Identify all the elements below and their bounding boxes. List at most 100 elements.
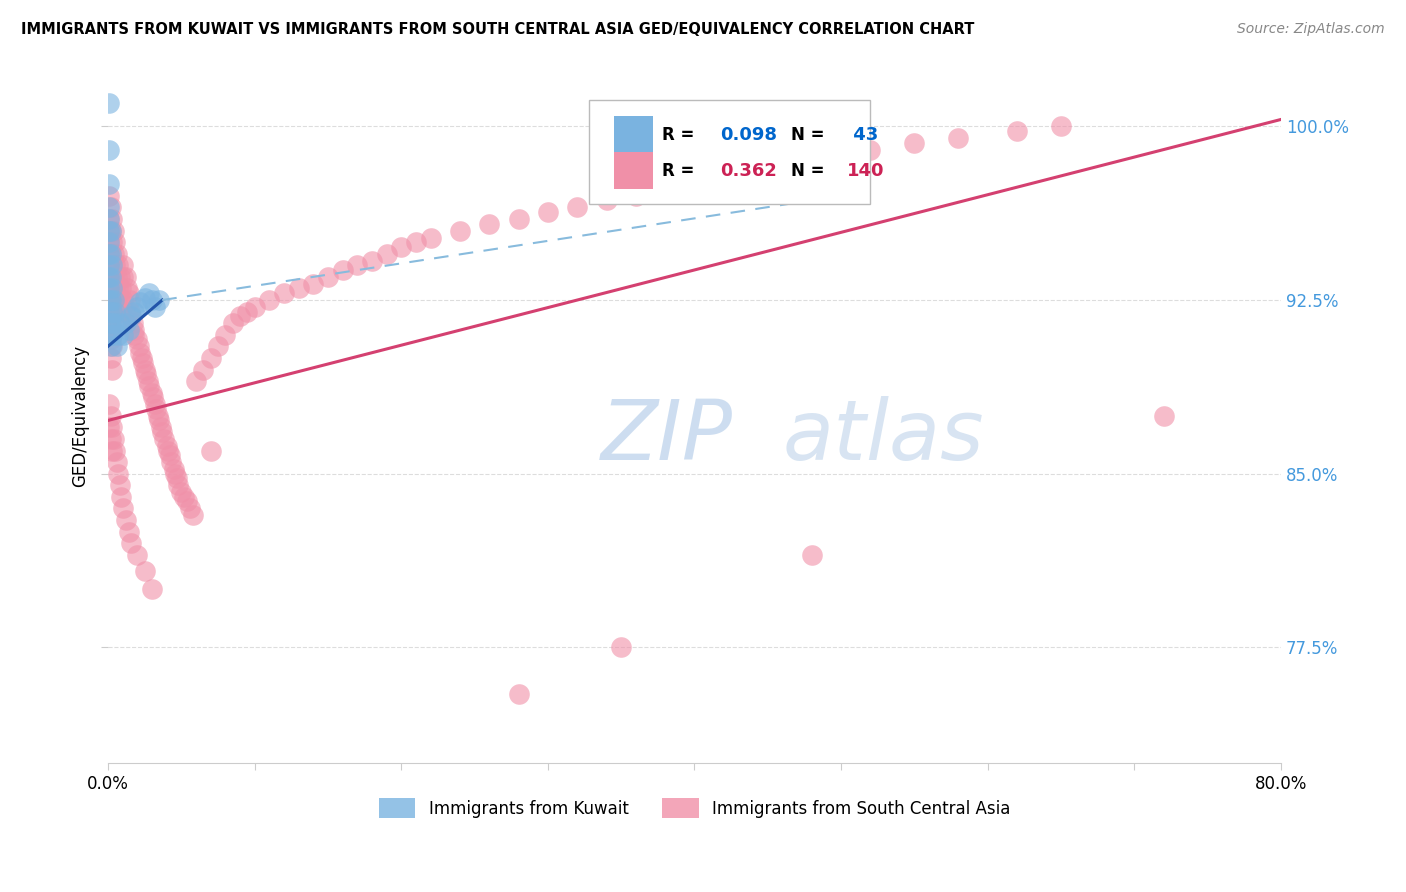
- Point: [146, 409, 169, 423]
- Text: IMMIGRANTS FROM KUWAIT VS IMMIGRANTS FROM SOUTH CENTRAL ASIA GED/EQUIVALENCY COR: IMMIGRANTS FROM KUWAIT VS IMMIGRANTS FRO…: [21, 22, 974, 37]
- Point: [361, 253, 384, 268]
- Point: [948, 131, 970, 145]
- Point: [243, 300, 266, 314]
- Point: [127, 333, 149, 347]
- Point: [110, 490, 132, 504]
- Point: [115, 281, 138, 295]
- Point: [117, 323, 139, 337]
- Point: [508, 212, 530, 227]
- Point: [103, 432, 125, 446]
- Point: [98, 281, 121, 295]
- Point: [163, 462, 186, 476]
- Point: [148, 293, 170, 307]
- Point: [134, 564, 156, 578]
- Point: [1005, 124, 1028, 138]
- Point: [101, 304, 124, 318]
- Point: [107, 304, 129, 318]
- Point: [101, 258, 124, 272]
- Point: [173, 490, 195, 504]
- Point: [138, 378, 160, 392]
- Point: [124, 327, 146, 342]
- Point: [200, 351, 222, 365]
- Point: [98, 235, 121, 249]
- Point: [273, 286, 295, 301]
- Point: [135, 367, 157, 381]
- Point: [105, 246, 128, 260]
- Point: [236, 304, 259, 318]
- Point: [111, 258, 134, 272]
- Point: [114, 316, 136, 330]
- Text: 0.362: 0.362: [720, 161, 778, 179]
- Point: [800, 548, 823, 562]
- Point: [405, 235, 427, 249]
- Point: [110, 281, 132, 295]
- Point: [98, 293, 121, 307]
- Point: [184, 374, 207, 388]
- Point: [98, 96, 121, 111]
- Point: [129, 346, 152, 360]
- Point: [176, 494, 198, 508]
- Point: [98, 281, 121, 295]
- Point: [141, 385, 163, 400]
- Point: [624, 189, 647, 203]
- Point: [259, 293, 281, 307]
- Text: R =: R =: [662, 161, 700, 179]
- Point: [124, 323, 146, 337]
- Point: [122, 316, 145, 330]
- Point: [120, 310, 142, 324]
- Point: [98, 143, 121, 157]
- Point: [654, 182, 676, 196]
- Point: [111, 316, 134, 330]
- Point: [111, 269, 134, 284]
- Point: [152, 432, 174, 446]
- Point: [143, 300, 166, 314]
- Point: [170, 485, 193, 500]
- Point: [101, 339, 124, 353]
- Point: [100, 293, 122, 307]
- Point: [179, 501, 201, 516]
- Point: [98, 304, 121, 318]
- Point: [150, 425, 173, 439]
- Point: [104, 235, 127, 249]
- Point: [104, 304, 127, 318]
- Point: [302, 277, 325, 291]
- Point: [98, 327, 121, 342]
- FancyBboxPatch shape: [613, 116, 654, 153]
- Point: [683, 178, 706, 192]
- Point: [101, 327, 124, 342]
- Point: [100, 246, 122, 260]
- Point: [830, 147, 852, 161]
- Point: [193, 362, 215, 376]
- Point: [111, 501, 134, 516]
- Point: [287, 281, 309, 295]
- Point: [101, 443, 124, 458]
- Point: [114, 269, 136, 284]
- Point: [103, 293, 125, 307]
- Text: 140: 140: [846, 161, 884, 179]
- Point: [98, 246, 121, 260]
- Point: [98, 224, 121, 238]
- Point: [100, 224, 122, 238]
- Point: [100, 409, 122, 423]
- Point: [117, 524, 139, 539]
- Point: [316, 269, 339, 284]
- Point: [134, 291, 156, 305]
- Point: [124, 304, 146, 318]
- Point: [104, 281, 127, 295]
- Point: [903, 136, 925, 150]
- Point: [100, 327, 122, 342]
- Point: [200, 443, 222, 458]
- Point: [108, 269, 131, 284]
- FancyBboxPatch shape: [589, 100, 870, 204]
- Point: [107, 258, 129, 272]
- Point: [156, 439, 179, 453]
- Point: [101, 258, 124, 272]
- Point: [148, 413, 170, 427]
- Point: [98, 304, 121, 318]
- Point: [1050, 120, 1073, 134]
- Point: [100, 339, 122, 353]
- Point: [478, 217, 501, 231]
- Point: [100, 269, 122, 284]
- Point: [120, 536, 142, 550]
- Point: [103, 269, 125, 284]
